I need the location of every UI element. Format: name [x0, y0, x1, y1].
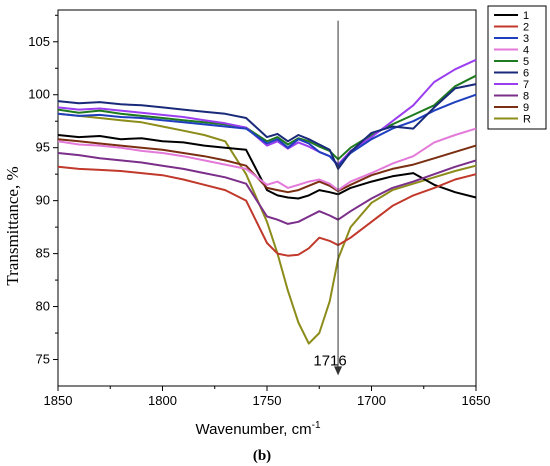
annotation-label: 1716: [313, 352, 346, 369]
x-axis: 1850 1800 1750 1700 1650: [44, 386, 491, 408]
series-line-8: [57, 152, 477, 225]
legend-box: [487, 5, 547, 130]
y-tick-label: 100: [28, 87, 50, 102]
x-tick-label: 1650: [462, 393, 491, 408]
y-tick-label: 75: [36, 352, 50, 367]
annotation-arrow-head: [334, 366, 343, 376]
x-tick-label: 1700: [357, 393, 386, 408]
x-tick-label: 1800: [148, 393, 177, 408]
legend-label-1: 1: [523, 10, 529, 22]
series-lines: [57, 58, 477, 345]
series-line-R: [57, 112, 477, 345]
y-tick-label: 90: [36, 193, 50, 208]
plot-frame: [57, 9, 477, 387]
legend-label-3: 3: [523, 33, 529, 45]
y-tick-label: 85: [36, 246, 50, 261]
series-line-5: [57, 74, 477, 161]
legend-label-R: R: [523, 114, 531, 126]
series-line-4: [57, 127, 477, 192]
x-tick-label: 1750: [253, 393, 282, 408]
x-tick-label: 1850: [44, 393, 73, 408]
figure-caption: (b): [253, 448, 271, 464]
y-tick-label: 80: [36, 299, 50, 314]
series-line-6: [57, 83, 477, 170]
legend-label-6: 6: [523, 68, 529, 80]
series-line-3: [57, 93, 477, 167]
series-line-7: [57, 58, 477, 166]
legend-label-8: 8: [523, 91, 529, 103]
series-line-2: [57, 165, 477, 257]
y-tick-label: 95: [36, 140, 50, 155]
y-axis: 75 80 85 90 95 100 105: [28, 14, 58, 367]
plot-border: [57, 9, 477, 387]
y-tick-label: 105: [28, 34, 50, 49]
legend-label-7: 7: [523, 79, 529, 91]
legend-label-5: 5: [523, 56, 529, 68]
series-line-9: [57, 138, 477, 194]
annotation: 1716: [313, 20, 347, 376]
y-axis-title: Transmittance, %: [3, 166, 22, 285]
legend-label-2: 2: [523, 22, 529, 34]
legend-label-9: 9: [523, 102, 529, 114]
legend-label-4: 4: [523, 45, 529, 57]
x-axis-title: Wavenumber, cm-1: [195, 420, 320, 438]
series-line-1: [57, 134, 477, 200]
